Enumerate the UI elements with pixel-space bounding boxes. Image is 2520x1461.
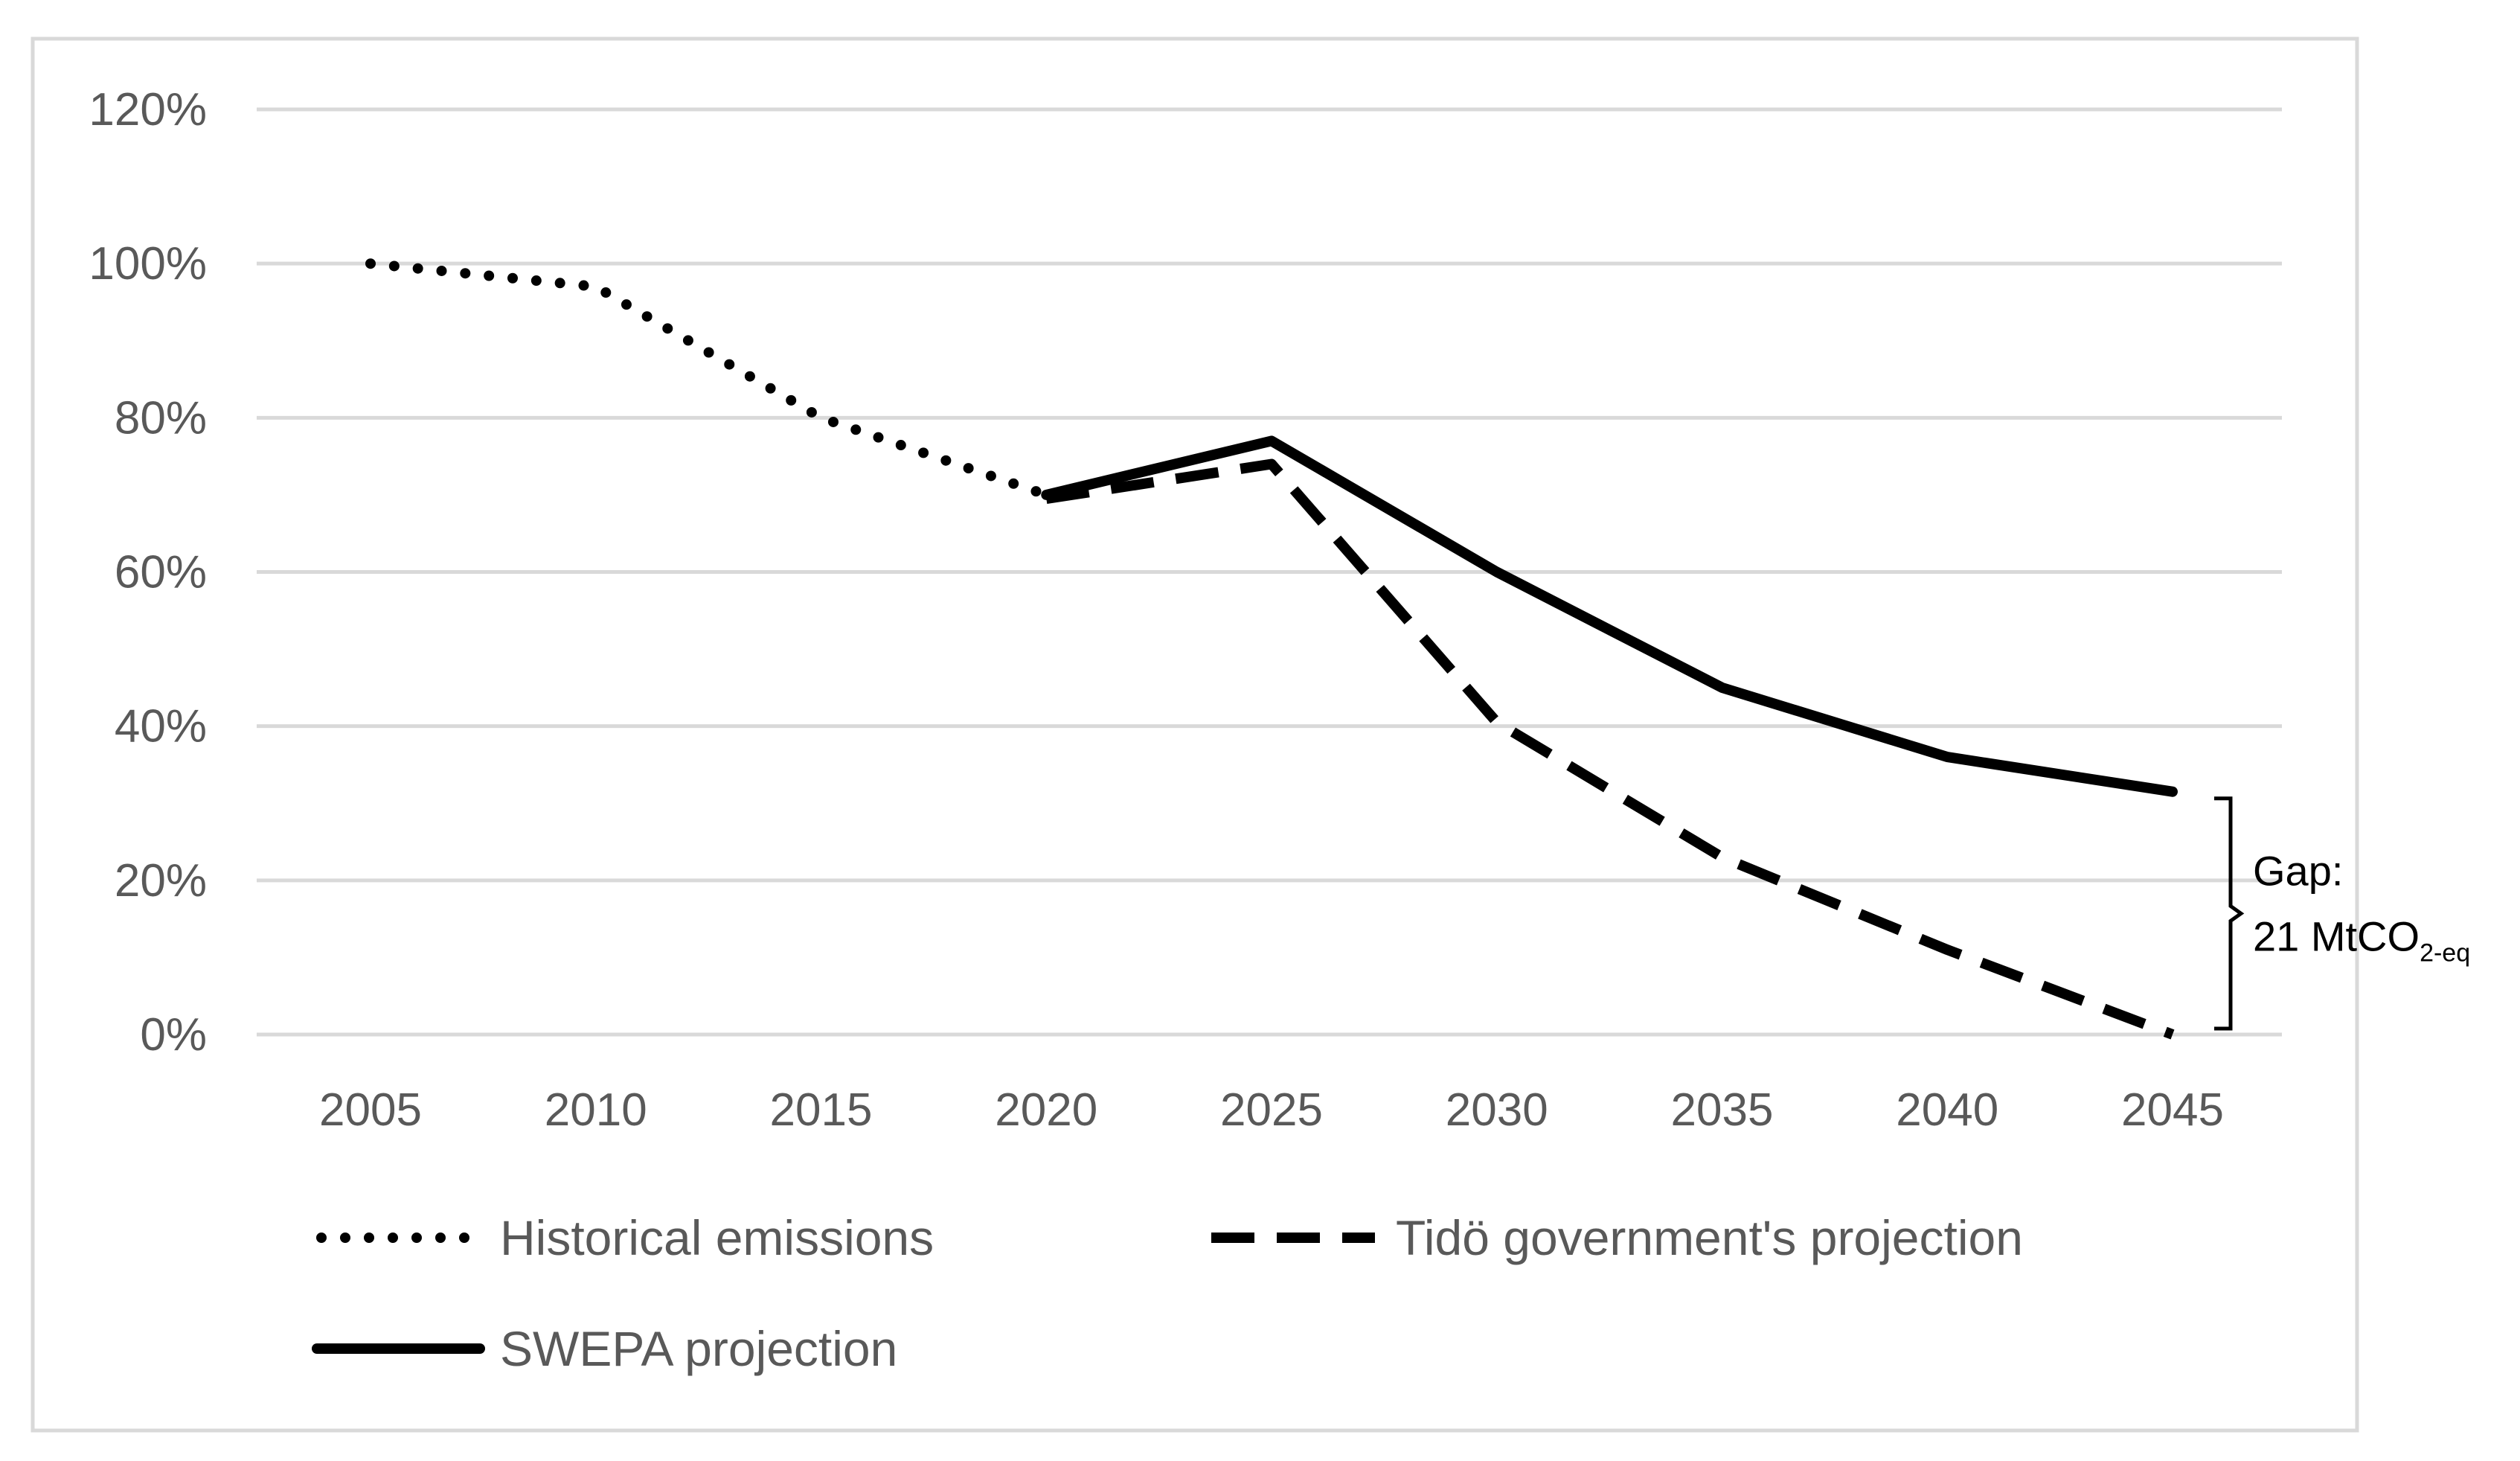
y-tick-label: 0% bbox=[140, 1009, 207, 1061]
x-tick-label: 2025 bbox=[1220, 1084, 1323, 1136]
legend-label-tido: Tidö government's projection bbox=[1396, 1210, 2023, 1265]
series-lines bbox=[365, 258, 2178, 1040]
series-line-historical bbox=[365, 258, 1052, 500]
series-line-tido bbox=[1045, 458, 2175, 1040]
y-tick-label: 60% bbox=[115, 547, 207, 598]
gap-annotation: Gap: 21 MtCO2-eq bbox=[2214, 796, 2470, 1031]
x-tick-label: 2015 bbox=[770, 1084, 873, 1136]
x-tick-label: 2035 bbox=[1671, 1084, 1774, 1136]
x-tick-label: 2010 bbox=[545, 1084, 647, 1136]
y-tick-label: 40% bbox=[115, 701, 207, 752]
legend-label-historical: Historical emissions bbox=[500, 1210, 934, 1265]
x-tick-label: 2020 bbox=[995, 1084, 1097, 1136]
x-axis-tick-labels: 2005 2010 2015 2020 2025 2030 2035 2040 2045 bbox=[319, 1084, 2224, 1136]
x-tick-label: 2040 bbox=[1896, 1084, 1998, 1136]
gridlines bbox=[257, 107, 2282, 1037]
x-tick-label: 2005 bbox=[319, 1084, 422, 1136]
y-tick-label: 20% bbox=[115, 855, 207, 907]
legend-item-historical: Historical emissions bbox=[316, 1210, 934, 1265]
gap-value-subscript: 2-eq bbox=[2420, 939, 2470, 967]
legend-label-swepa: SWEPA projection bbox=[500, 1321, 897, 1376]
y-tick-label: 100% bbox=[89, 238, 207, 290]
legend-item-tido: Tidö government's projection bbox=[1211, 1210, 2023, 1265]
y-tick-label: 120% bbox=[89, 84, 207, 135]
gap-value: 21 MtCO2-eq bbox=[2253, 912, 2470, 967]
legend-item-swepa: SWEPA projection bbox=[312, 1321, 897, 1376]
gap-label: Gap: bbox=[2253, 847, 2343, 894]
gap-bracket bbox=[2214, 796, 2245, 1031]
y-tick-label: 80% bbox=[115, 392, 207, 444]
series-line-swepa bbox=[1041, 435, 2178, 797]
x-tick-label: 2045 bbox=[2121, 1084, 2224, 1136]
x-tick-label: 2030 bbox=[1446, 1084, 1548, 1136]
legend: Historical emissions Tidö government's p… bbox=[312, 1210, 2023, 1376]
gap-value-main: 21 MtCO bbox=[2253, 912, 2420, 959]
y-axis-tick-labels: 0% 20% 40% 60% 80% 100% 120% bbox=[89, 84, 207, 1061]
